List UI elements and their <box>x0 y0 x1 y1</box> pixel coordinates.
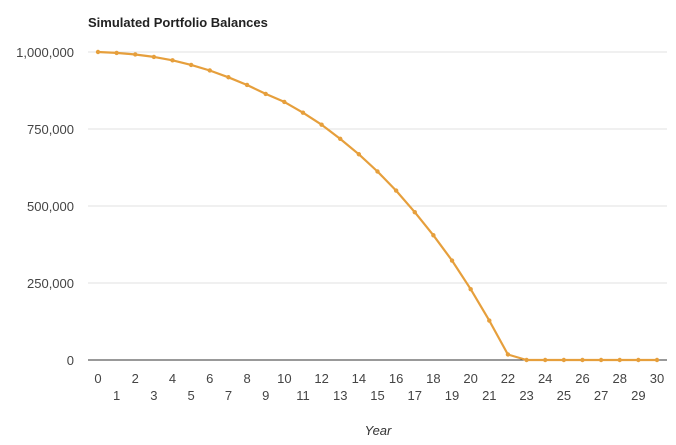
data-point[interactable] <box>244 82 250 88</box>
x-tick-label: 22 <box>501 371 515 386</box>
data-point[interactable] <box>617 357 622 363</box>
data-point[interactable] <box>207 68 212 73</box>
data-point[interactable] <box>226 75 231 80</box>
y-tick-label: 250,000 <box>27 276 74 291</box>
data-point[interactable] <box>543 357 548 363</box>
x-tick-label: 13 <box>333 388 347 403</box>
data-point[interactable] <box>412 209 417 215</box>
data-point[interactable] <box>133 52 138 57</box>
gridlines <box>88 51 667 361</box>
data-point[interactable] <box>393 188 399 193</box>
y-axis-ticks: 0 250,000 500,000 750,000 1,000,000 <box>16 45 74 368</box>
x-tick-label: 29 <box>631 388 645 403</box>
data-point[interactable] <box>95 49 101 55</box>
x-tick-label: 14 <box>352 371 366 386</box>
x-tick-label: 30 <box>650 371 664 386</box>
y-tick-label: 750,000 <box>27 122 74 137</box>
data-point[interactable] <box>636 357 641 363</box>
x-tick-label: 0 <box>94 371 101 386</box>
data-point[interactable] <box>505 352 511 357</box>
x-tick-label: 17 <box>408 388 422 403</box>
x-tick-label: 21 <box>482 388 496 403</box>
x-tick-label: 27 <box>594 388 608 403</box>
data-point[interactable] <box>580 357 585 363</box>
y-tick-label: 0 <box>67 353 74 368</box>
x-tick-label: 18 <box>426 371 440 386</box>
data-point[interactable] <box>431 233 436 238</box>
x-tick-label: 11 <box>296 388 310 403</box>
x-tick-label: 5 <box>188 388 195 403</box>
x-tick-label: 6 <box>206 371 213 386</box>
x-tick-label: 1 <box>113 388 120 403</box>
x-axis-title: Year <box>365 423 392 438</box>
y-tick-label: 500,000 <box>27 199 74 214</box>
data-point[interactable] <box>449 258 455 263</box>
data-point[interactable] <box>338 136 343 142</box>
chart-title: Simulated Portfolio Balances <box>88 15 268 30</box>
data-point[interactable] <box>375 169 380 174</box>
x-tick-label: 24 <box>538 371 552 386</box>
data-point[interactable] <box>561 357 567 363</box>
data-point[interactable] <box>263 91 268 97</box>
x-tick-label: 8 <box>243 371 250 386</box>
x-tick-label: 28 <box>612 371 626 386</box>
data-point[interactable] <box>282 99 287 105</box>
x-tick-label: 20 <box>463 371 477 386</box>
x-tick-label: 3 <box>150 388 157 403</box>
x-tick-label: 9 <box>262 388 269 403</box>
series-layer <box>95 49 660 363</box>
x-tick-label: 4 <box>169 371 176 386</box>
data-point[interactable] <box>114 50 119 56</box>
data-point[interactable] <box>598 357 604 363</box>
data-point[interactable] <box>319 122 324 127</box>
x-tick-label: 26 <box>575 371 589 386</box>
data-point[interactable] <box>524 357 529 363</box>
data-point[interactable] <box>468 286 473 292</box>
data-point[interactable] <box>170 58 175 63</box>
data-point[interactable] <box>356 152 362 157</box>
x-tick-label: 25 <box>557 388 571 403</box>
data-point[interactable] <box>300 110 306 115</box>
y-tick-label: 1,000,000 <box>16 45 74 60</box>
x-tick-label: 2 <box>132 371 139 386</box>
x-tick-label: 7 <box>225 388 232 403</box>
x-tick-label: 12 <box>314 371 328 386</box>
x-tick-label: 10 <box>277 371 291 386</box>
x-tick-label: 23 <box>519 388 533 403</box>
data-point[interactable] <box>151 54 157 60</box>
x-tick-label: 16 <box>389 371 403 386</box>
x-axis-ticks: 0123456789101112131415161718192021222324… <box>94 371 664 403</box>
x-tick-label: 15 <box>370 388 384 403</box>
x-tick-label: 19 <box>445 388 459 403</box>
data-point[interactable] <box>487 318 492 323</box>
data-point[interactable] <box>188 62 194 68</box>
data-point[interactable] <box>654 357 660 363</box>
